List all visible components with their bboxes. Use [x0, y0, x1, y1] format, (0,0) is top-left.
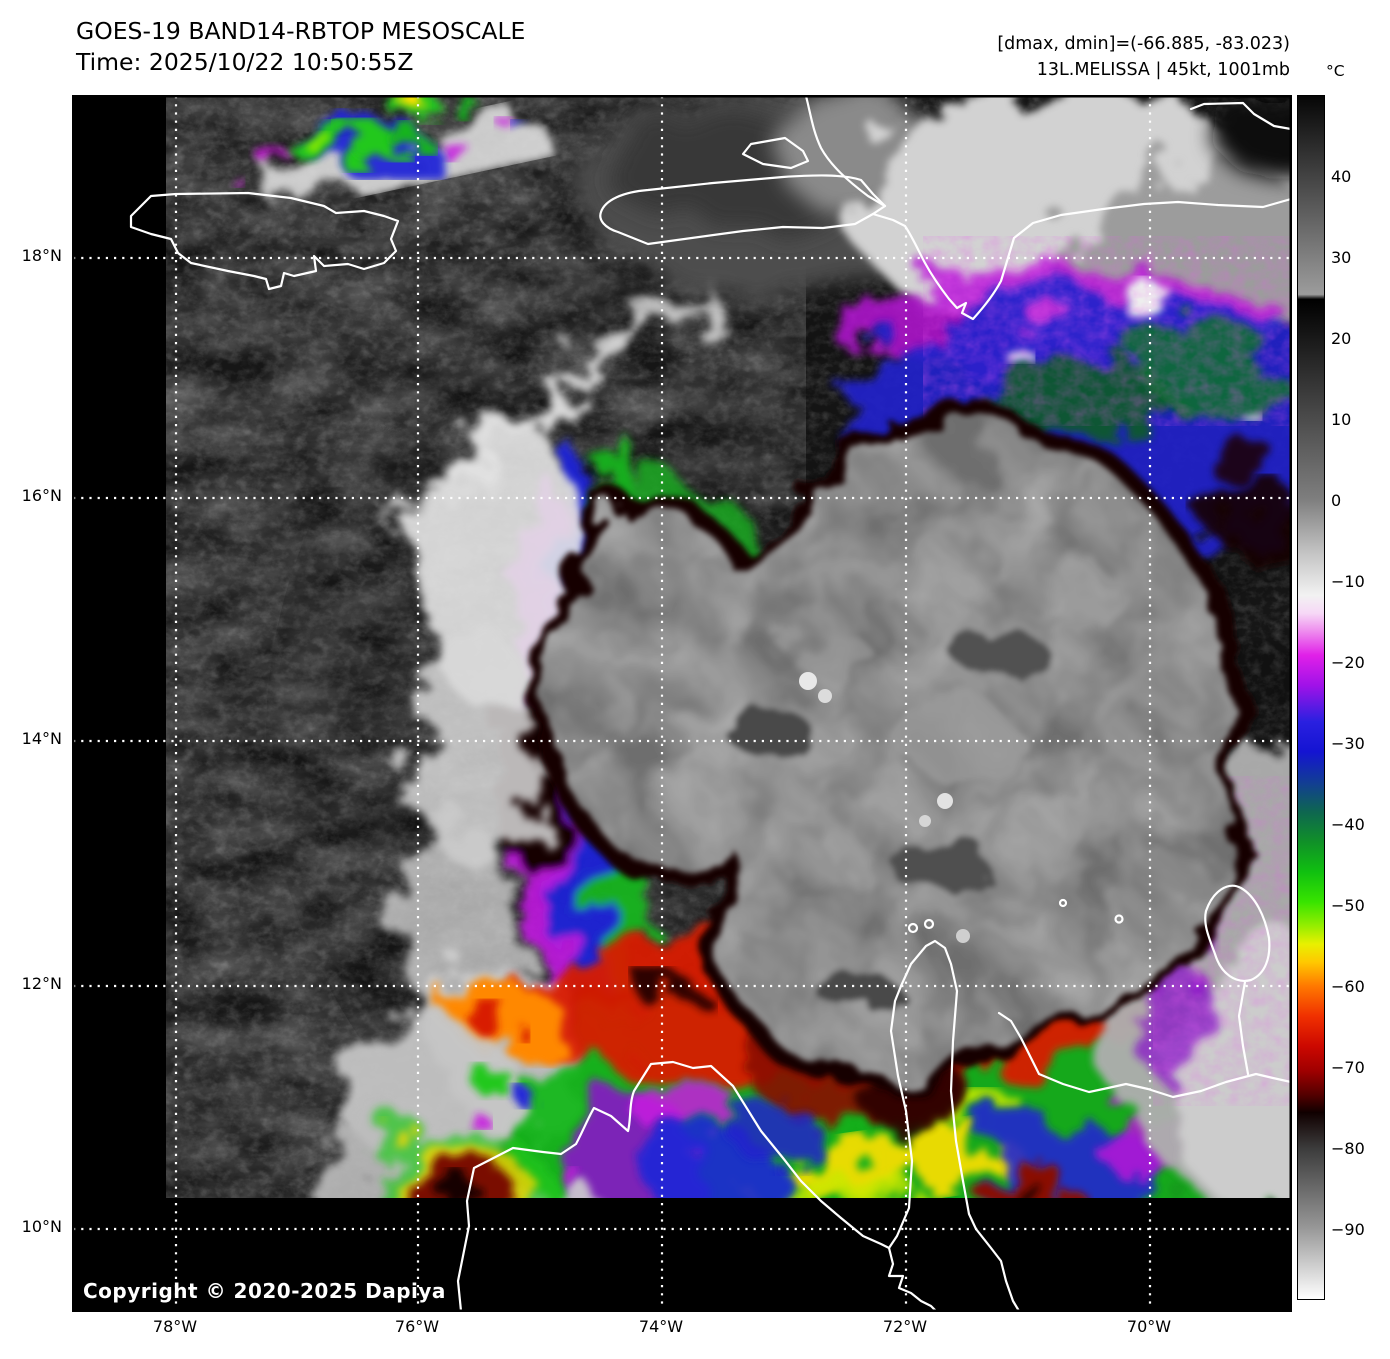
coastline-colombia [456, 1060, 938, 1311]
copyright-watermark: Copyright © 2020-2025 Dapiya [83, 1279, 446, 1303]
colorbar-unit-label: °C [1326, 62, 1345, 80]
colorbar-tick-label: −50 [1331, 896, 1365, 915]
plot-title: GOES-19 BAND14-RBTOP MESOSCALE [76, 17, 526, 45]
small-islands [907, 898, 1124, 934]
coastline-jamaica [129, 191, 400, 291]
lon-tick-label: 74°W [638, 1317, 684, 1336]
lat-tick-label: 16°N [21, 486, 62, 505]
coastlines [129, 96, 1291, 1311]
gridlines [73, 96, 1291, 1311]
colorbar-tick-label: 30 [1331, 248, 1352, 267]
colorbar-tick-label: −90 [1331, 1220, 1365, 1239]
lat-tick-label: 18°N [21, 246, 62, 265]
plot-header-left: GOES-19 BAND14-RBTOP MESOSCALE Time: 2025… [76, 16, 525, 78]
coastline-paraguana [1204, 884, 1271, 1076]
plot-header-right: [dmax, dmin]=(-66.885, -83.023) 13L.MELIS… [997, 31, 1290, 83]
storm-cdo [537, 410, 1249, 1092]
plot-time: Time: 2025/10/22 10:50:55Z [76, 48, 414, 76]
northeast-cold-band [818, 236, 1291, 556]
overshooting-tops [799, 672, 970, 943]
topleft-convective-cells [208, 96, 540, 206]
coastline-dr-north [1189, 101, 1291, 131]
coastline-venezuela-gulf [997, 1011, 1291, 1099]
colorbar-tick-label: 20 [1331, 329, 1352, 348]
lat-tick-label: 14°N [21, 729, 62, 748]
lon-tick-label: 76°W [394, 1317, 440, 1336]
colorbar-tick-label: −80 [1331, 1139, 1365, 1158]
coastline-dr-south [871, 197, 1291, 321]
lon-tick-label: 70°W [1126, 1317, 1172, 1336]
colorbar-tick-label: −10 [1331, 572, 1365, 591]
colorbar [1297, 95, 1325, 1300]
colorbar-tick-label: −40 [1331, 815, 1365, 834]
colorbar-tick-label: −20 [1331, 653, 1365, 672]
colorbar-tick-label: 0 [1331, 491, 1342, 510]
lat-tick-label: 12°N [21, 974, 62, 993]
colorbar-tick-label: −70 [1331, 1058, 1365, 1077]
colorbar-tick-label: 40 [1331, 167, 1352, 186]
satellite-map[interactable]: Copyright © 2020-2025 Dapiya [72, 95, 1292, 1312]
lat-tick-label: 10°N [21, 1217, 62, 1236]
colorbar-tick-label: 10 [1331, 410, 1352, 429]
imagery-layer [166, 96, 1291, 1198]
dmax-dmin-readout: [dmax, dmin]=(-66.885, -83.023) [997, 34, 1290, 54]
colorbar-tick-label: −60 [1331, 977, 1365, 996]
no-data-margins [73, 96, 1291, 1311]
storm-info-readout: 13L.MELISSA | 45kt, 1001mb [1036, 60, 1290, 80]
colorbar-tick-label: −30 [1331, 734, 1365, 753]
coastline-guajira [887, 939, 1021, 1311]
lon-tick-label: 78°W [152, 1317, 198, 1336]
lon-tick-label: 72°W [882, 1317, 928, 1336]
coastline-haiti-peninsula [599, 174, 887, 246]
coastline-gonave-island [741, 136, 810, 170]
coastline-hispaniola-arm [804, 96, 887, 208]
map-frame [73, 96, 1291, 1311]
satellite-image [73, 96, 1291, 1311]
